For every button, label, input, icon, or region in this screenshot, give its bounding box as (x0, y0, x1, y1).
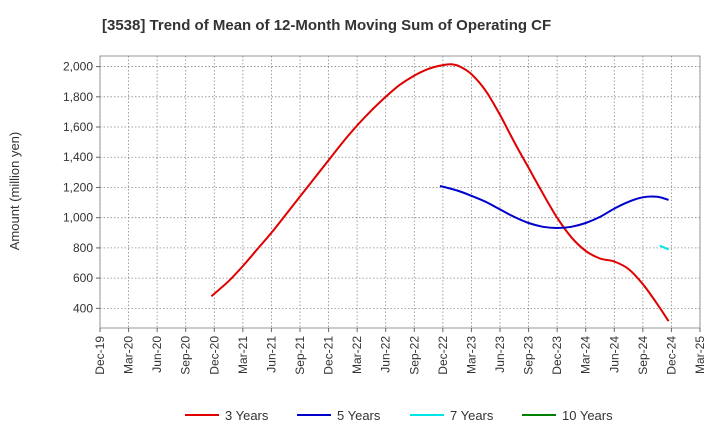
y-tick-label: 600 (73, 271, 93, 285)
x-tick-label: Dec-23 (550, 336, 564, 375)
legend-label: 7 Years (450, 408, 494, 423)
x-tick-label: Sep-22 (407, 336, 421, 375)
x-tick-label: Mar-24 (579, 336, 593, 374)
plot-area (99, 55, 701, 329)
x-tick-label: Sep-20 (179, 336, 193, 375)
x-tick-label: Jun-20 (150, 336, 164, 373)
x-tick-label: Jun-23 (493, 336, 507, 373)
x-tick-label: Sep-24 (636, 336, 650, 375)
x-tick-label: Mar-21 (236, 336, 250, 374)
y-tick-label: 1,200 (63, 180, 93, 194)
x-tick-label: Dec-24 (664, 336, 678, 375)
x-tick-label: Dec-21 (322, 336, 336, 375)
series-line-7-years (659, 244, 669, 251)
x-tick-label: Sep-23 (522, 336, 536, 375)
x-tick-label: Sep-21 (293, 336, 307, 375)
y-tick-label: 2,000 (63, 60, 93, 74)
y-tick-label: 1,400 (63, 150, 93, 164)
y-tick-label: 1,800 (63, 90, 93, 104)
y-tick-label: 1,600 (63, 120, 93, 134)
x-tick-label: Mar-20 (122, 336, 136, 374)
series-line-5-years (439, 185, 669, 230)
x-tick-label: Mar-23 (464, 336, 478, 374)
x-ticks: Dec-19 Mar-20 Jun-20 Sep-20 Dec-20 Mar-21 Jun-… (93, 328, 707, 375)
legend-label: 5 Years (337, 408, 381, 423)
series-line-3-years (210, 63, 670, 322)
y-ticks: 400 600 800 1,000 1,200 1,400 1,600 1,800 2,000 (63, 60, 100, 315)
x-tick-label: Jun-22 (379, 336, 393, 373)
x-tick-label: Mar-22 (350, 336, 364, 374)
x-tick-label: Dec-19 (93, 336, 107, 375)
legend-label: 10 Years (562, 408, 613, 423)
y-tick-label: 1,000 (63, 211, 93, 225)
x-tick-label: Jun-24 (607, 336, 621, 373)
grid (99, 56, 701, 328)
series-group (210, 63, 670, 322)
x-tick-label: Dec-22 (436, 336, 450, 375)
x-tick-label: Mar-25 (693, 336, 707, 374)
x-tick-label: Dec-20 (207, 336, 221, 375)
legend: 3 Years 5 Years 7 Years 10 Years (185, 408, 613, 423)
y-tick-label: 800 (73, 241, 93, 255)
y-axis-label: Amount (million yen) (7, 132, 22, 251)
x-tick-label: Jun-21 (264, 336, 278, 373)
y-tick-label: 400 (73, 301, 93, 315)
chart-title: [3538] Trend of Mean of 12-Month Moving … (102, 17, 551, 34)
legend-label: 3 Years (225, 408, 269, 423)
